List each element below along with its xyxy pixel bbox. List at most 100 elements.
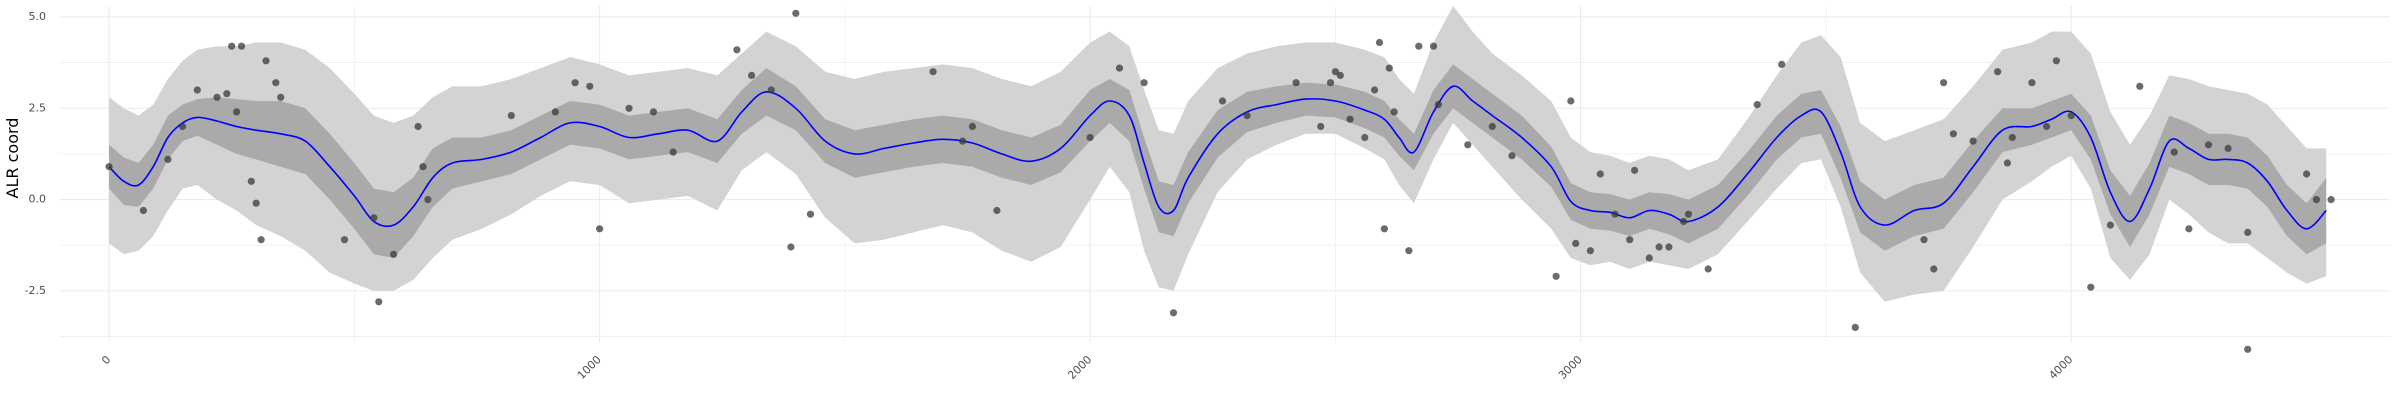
data-point bbox=[2303, 170, 2311, 178]
inner-confidence-band bbox=[109, 64, 2327, 259]
data-point bbox=[1552, 272, 1560, 280]
data-point bbox=[1429, 42, 1438, 50]
points-layer bbox=[105, 9, 2335, 353]
data-point bbox=[2106, 221, 2114, 229]
data-point bbox=[1292, 79, 1300, 87]
data-point bbox=[586, 82, 594, 90]
fit-line-layer bbox=[108, 85, 2327, 230]
data-point bbox=[1645, 254, 1653, 262]
data-point bbox=[1572, 239, 1580, 247]
data-point bbox=[1596, 170, 1604, 178]
data-point bbox=[375, 298, 383, 306]
data-point bbox=[1086, 133, 1094, 142]
data-point bbox=[2244, 228, 2252, 236]
data-point bbox=[1753, 101, 1761, 109]
data-point bbox=[1375, 38, 1384, 47]
data-point bbox=[252, 199, 260, 207]
data-point bbox=[1361, 133, 1369, 142]
data-point bbox=[1567, 97, 1575, 105]
data-point bbox=[649, 108, 658, 116]
data-point bbox=[669, 148, 677, 156]
data-point bbox=[1940, 79, 1948, 87]
data-point bbox=[625, 104, 633, 112]
data-point bbox=[1778, 60, 1786, 68]
data-point bbox=[1586, 247, 1594, 255]
grid-layer bbox=[60, 6, 2390, 342]
data-point bbox=[1994, 68, 2002, 76]
data-point bbox=[1704, 265, 1712, 273]
data-point bbox=[390, 250, 398, 258]
data-point bbox=[748, 71, 756, 79]
data-point bbox=[179, 122, 187, 131]
data-point bbox=[1464, 141, 1472, 149]
x-tick-label: 4000 bbox=[2046, 353, 2075, 382]
data-point bbox=[2028, 79, 2036, 87]
data-point bbox=[1949, 130, 1957, 138]
y-tick-label: 0.0 bbox=[29, 193, 47, 206]
data-point bbox=[2043, 122, 2051, 131]
data-point bbox=[213, 93, 221, 101]
y-tick-label: 2.5 bbox=[29, 101, 47, 114]
data-point bbox=[1684, 210, 1693, 218]
data-point bbox=[1680, 217, 1688, 226]
data-point bbox=[1631, 166, 1639, 174]
y-tick-labels: -2.5 0.0 2.5 5.0 bbox=[25, 10, 46, 297]
data-point bbox=[237, 42, 246, 50]
data-point bbox=[1140, 79, 1148, 87]
data-point bbox=[1218, 97, 1227, 105]
y-tick-label: -2.5 bbox=[25, 284, 46, 297]
data-point bbox=[1371, 86, 1379, 94]
data-point bbox=[272, 79, 280, 87]
data-point bbox=[262, 57, 270, 65]
data-point bbox=[414, 122, 422, 131]
data-point bbox=[551, 108, 560, 116]
data-point bbox=[792, 9, 800, 17]
data-point bbox=[2136, 82, 2144, 90]
data-point bbox=[1611, 210, 1619, 218]
data-point bbox=[105, 163, 113, 171]
data-point bbox=[340, 236, 349, 244]
data-point bbox=[993, 206, 1001, 215]
data-point bbox=[1488, 122, 1496, 131]
data-point bbox=[929, 68, 937, 76]
x-tick-label: 2000 bbox=[1065, 353, 1094, 382]
data-point bbox=[2170, 148, 2178, 156]
y-tick-label: 5.0 bbox=[29, 10, 47, 23]
data-point bbox=[223, 90, 231, 98]
data-point bbox=[1434, 101, 1442, 109]
data-point bbox=[1508, 152, 1516, 160]
data-point bbox=[1665, 243, 1673, 251]
data-point bbox=[2312, 196, 2320, 204]
data-point bbox=[1169, 309, 1178, 317]
data-point bbox=[507, 112, 515, 120]
data-point bbox=[2204, 141, 2213, 149]
data-point bbox=[370, 214, 378, 222]
data-point bbox=[1930, 265, 1938, 273]
data-point bbox=[1380, 225, 1388, 233]
data-point bbox=[959, 137, 967, 145]
data-point bbox=[2185, 225, 2193, 233]
data-point bbox=[1390, 108, 1398, 116]
data-point bbox=[1346, 115, 1354, 123]
data-point bbox=[787, 243, 795, 251]
data-point bbox=[806, 210, 815, 218]
data-point bbox=[1326, 79, 1335, 87]
data-point bbox=[1336, 71, 1344, 79]
data-point bbox=[2052, 57, 2060, 65]
data-point bbox=[596, 225, 604, 233]
data-point bbox=[419, 163, 427, 171]
data-point bbox=[1405, 247, 1413, 255]
data-point bbox=[2327, 196, 2335, 204]
data-point bbox=[247, 177, 255, 185]
data-point bbox=[228, 42, 236, 50]
data-point bbox=[1415, 42, 1423, 50]
data-point bbox=[1331, 68, 1339, 76]
x-tick-label: 1000 bbox=[575, 353, 604, 382]
data-point bbox=[571, 79, 579, 87]
data-point bbox=[2067, 112, 2075, 120]
band-layer bbox=[109, 6, 2327, 302]
data-point bbox=[2003, 159, 2011, 167]
data-point bbox=[1626, 236, 1634, 244]
